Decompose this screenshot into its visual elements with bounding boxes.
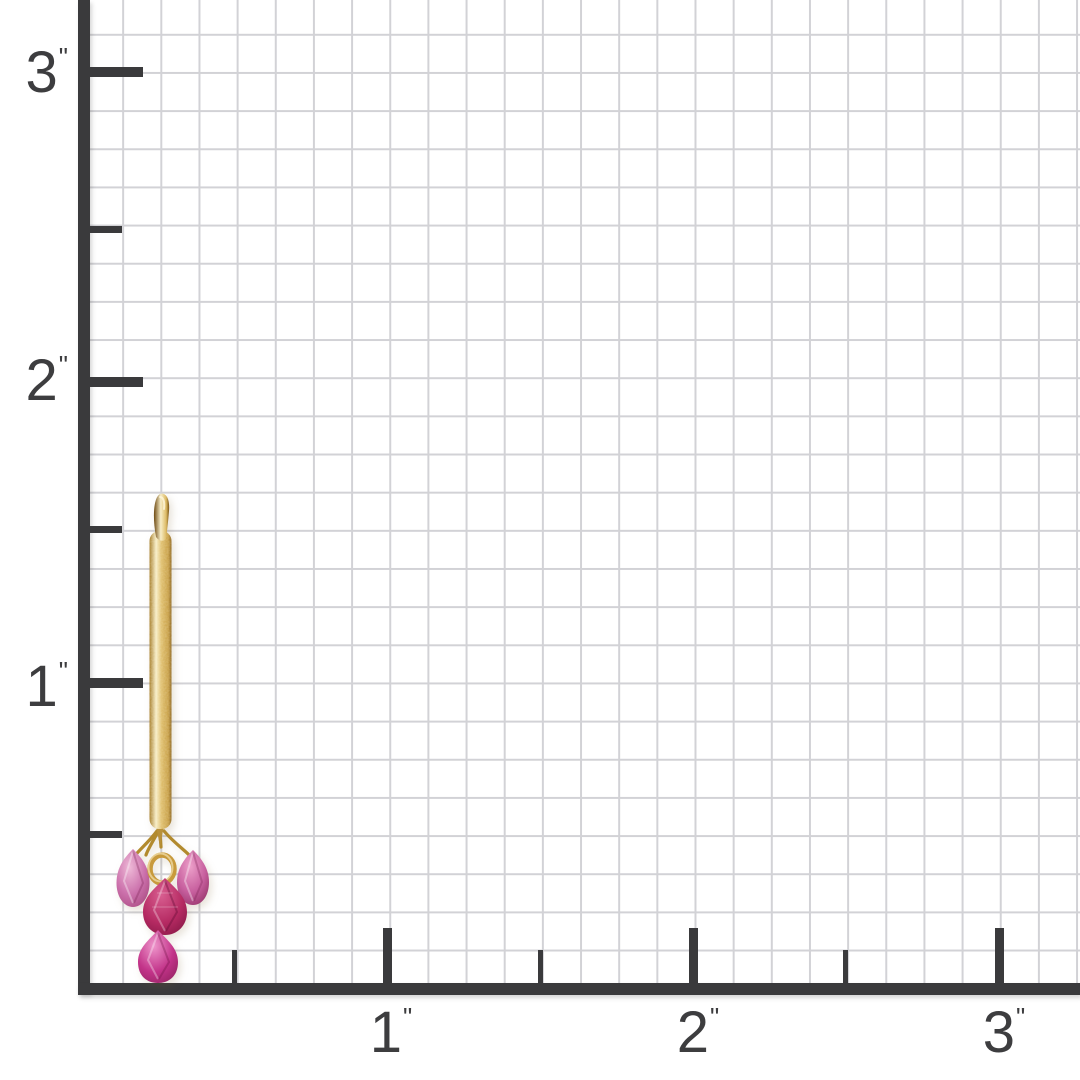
x-tick-1in: [383, 928, 392, 984]
x-axis-label-1: 1": [369, 1000, 413, 1065]
y-axis-label-1: 1": [25, 654, 69, 719]
x-tick-1.5in: [538, 950, 543, 984]
inch-unit-mark: ": [58, 656, 68, 686]
x-tick-0.5in: [232, 950, 237, 984]
y-tick-1in: [90, 678, 143, 688]
y-axis-label-3: 3": [25, 40, 69, 105]
x-axis-label-3: 3": [982, 1000, 1026, 1065]
vertical-ruler-axis: [78, 0, 90, 993]
briolette-center: [143, 878, 187, 935]
x-axis-label-2: 2": [676, 1000, 720, 1065]
y-tick-3in: [90, 67, 143, 77]
y-tick-2in: [90, 377, 143, 387]
gold-bar: [149, 531, 172, 847]
y-tick-0.5in: [90, 831, 122, 838]
x-tick-2in: [689, 928, 698, 984]
y-axis-label-2: 2": [25, 348, 69, 413]
x-tick-2.5in: [843, 950, 848, 984]
x-tick-3in: [995, 928, 1004, 984]
inch-unit-mark: ": [1016, 1002, 1026, 1032]
inch-grid: [84, 0, 1080, 988]
inch-unit-mark: ": [58, 42, 68, 72]
briolette-right: [177, 850, 209, 905]
gold-earring-photo: [116, 493, 209, 983]
ear-hook: [153, 493, 170, 541]
horizontal-ruler-axis: [78, 983, 1080, 995]
briolette-bottom: [138, 930, 178, 983]
y-tick-1.5in: [90, 526, 122, 533]
inch-unit-mark: ": [403, 1002, 413, 1032]
briolette-left: [116, 849, 150, 907]
y-tick-2.5in: [90, 226, 122, 233]
gold-ring: [147, 852, 177, 886]
inch-unit-mark: ": [710, 1002, 720, 1032]
inch-unit-mark: ": [58, 350, 68, 380]
